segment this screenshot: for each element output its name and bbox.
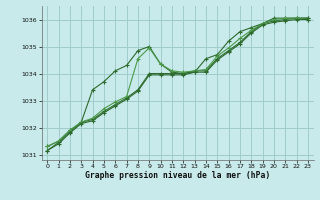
X-axis label: Graphe pression niveau de la mer (hPa): Graphe pression niveau de la mer (hPa) (85, 171, 270, 180)
